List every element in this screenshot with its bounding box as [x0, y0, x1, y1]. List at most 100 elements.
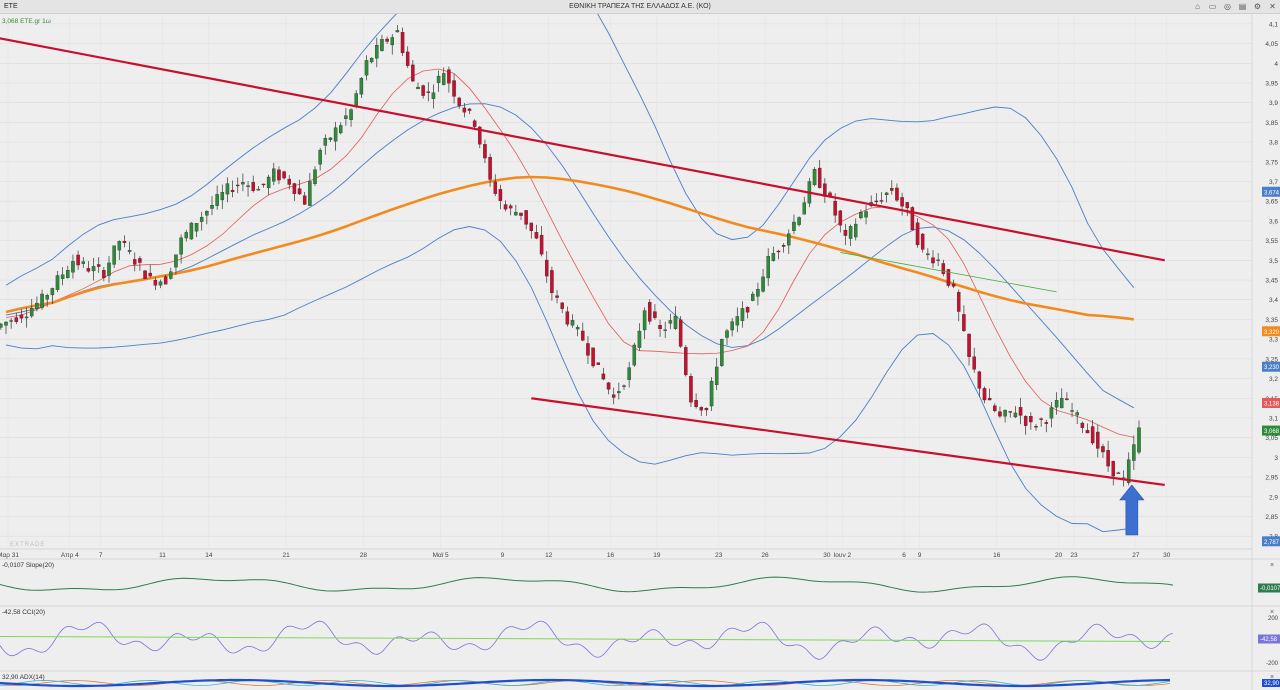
zoom-icon[interactable]: ◎ — [1224, 2, 1231, 11]
candle — [766, 256, 770, 279]
candle — [143, 270, 147, 280]
candle — [720, 339, 724, 366]
cci-tick-label: 200 — [1268, 616, 1279, 622]
price-tick-label: 3,55 — [1265, 238, 1278, 245]
candle — [1070, 410, 1074, 412]
candle — [4, 321, 8, 326]
candle — [153, 279, 158, 286]
candle — [318, 149, 322, 165]
slope-line — [0, 576, 1174, 593]
candle — [266, 176, 271, 189]
price-tick-label: 3,05 — [1265, 435, 1278, 442]
date-tick-label: 9 — [501, 552, 505, 559]
candle — [246, 185, 250, 187]
candle — [230, 189, 235, 192]
candle — [467, 108, 472, 111]
candle — [1075, 412, 1079, 416]
date-tick-label: 16 — [607, 552, 615, 559]
date-tick-label: 12 — [545, 552, 553, 559]
upper-channel-trendline — [0, 37, 1165, 262]
candle — [982, 388, 987, 401]
price-tick-label: 3,7 — [1269, 179, 1278, 186]
candle — [205, 211, 209, 216]
candle — [864, 211, 868, 218]
date-tick-label: Μαρ 31 — [0, 552, 19, 559]
support-trendline — [840, 252, 1057, 293]
cci-tick-label: -200 — [1266, 661, 1279, 667]
candle — [637, 330, 642, 348]
lower-channel-trendline — [531, 397, 1165, 487]
price-tick-label: 3,9 — [1269, 100, 1278, 107]
candle — [421, 85, 425, 96]
candle — [833, 200, 837, 216]
candle — [199, 216, 204, 222]
candle — [622, 385, 626, 387]
candle — [931, 257, 935, 264]
candle — [792, 221, 796, 231]
candle — [179, 237, 183, 255]
highlight-arrow — [1119, 484, 1145, 536]
series-value-label: 2,787 — [1264, 540, 1280, 546]
cci-panel-legend: -42,58 CCI(20) — [2, 609, 45, 616]
candle — [277, 169, 281, 181]
candle — [987, 397, 992, 401]
candle — [251, 182, 255, 192]
candle — [416, 86, 420, 90]
candle — [642, 310, 647, 331]
price-tick-label: 3 — [1274, 455, 1278, 462]
candle — [375, 45, 379, 59]
candle — [684, 347, 688, 376]
date-tick-label: 23 — [1070, 552, 1078, 559]
series-value-badge — [1262, 425, 1280, 436]
candle — [704, 408, 709, 411]
candle — [653, 311, 657, 318]
panel-close-icon: × — [1270, 674, 1274, 681]
panel-close-icon: × — [1270, 562, 1274, 569]
candle — [431, 92, 436, 99]
close-icon[interactable]: ✕ — [1269, 2, 1276, 11]
long-ma-line — [5, 175, 1134, 321]
date-tick-label: 6 — [902, 552, 906, 559]
candle — [385, 38, 389, 42]
price-tick-label: 2,95 — [1265, 475, 1278, 482]
candle — [359, 78, 364, 95]
price-tick-label: 4,1 — [1269, 21, 1278, 28]
candle — [581, 330, 585, 341]
lock-icon[interactable]: ⌂ — [1195, 2, 1200, 11]
window-controls: ⌂ ▭ ◎ ▤ ⚙ ✕ — [1192, 1, 1278, 12]
price-tick-label: 2,9 — [1269, 494, 1278, 501]
candle — [560, 302, 564, 309]
adx-panel-legend: 32,90 ADX(14) — [2, 674, 45, 681]
candle — [941, 263, 946, 274]
candle — [411, 64, 415, 82]
candle — [354, 93, 358, 106]
candle — [174, 254, 178, 268]
candle — [441, 73, 446, 85]
cci-value-badge — [1258, 634, 1280, 644]
candle — [14, 317, 19, 322]
candle — [86, 268, 91, 272]
candle — [591, 347, 595, 367]
candle — [570, 320, 575, 326]
price-tick-label: 3,45 — [1265, 278, 1278, 285]
candle — [292, 183, 297, 194]
symbol-tab[interactable]: ETE — [4, 3, 18, 10]
candle — [514, 212, 518, 216]
candle — [287, 178, 291, 185]
candle — [9, 320, 13, 322]
series-value-label: 3,068 — [1264, 429, 1280, 435]
candle — [426, 91, 431, 93]
window-icon[interactable]: ▭ — [1208, 2, 1217, 11]
candle — [323, 137, 328, 146]
candle — [261, 183, 266, 186]
candle — [215, 194, 219, 206]
candle — [364, 60, 369, 76]
candle — [107, 262, 111, 276]
settings-icon[interactable]: ⚙ — [1253, 2, 1262, 11]
price-tick-label: 3,6 — [1269, 218, 1278, 225]
candle — [519, 212, 523, 216]
chart-area[interactable]: EXTRADE 4,1 4,05 4 3,95 3,9 3,85 3,8 3,75 3,7 3,6… — [0, 14, 1280, 690]
price-panel[interactable]: EXTRADE — [0, 14, 1165, 548]
layout-icon[interactable]: ▤ — [1238, 2, 1247, 11]
candle — [71, 261, 75, 273]
